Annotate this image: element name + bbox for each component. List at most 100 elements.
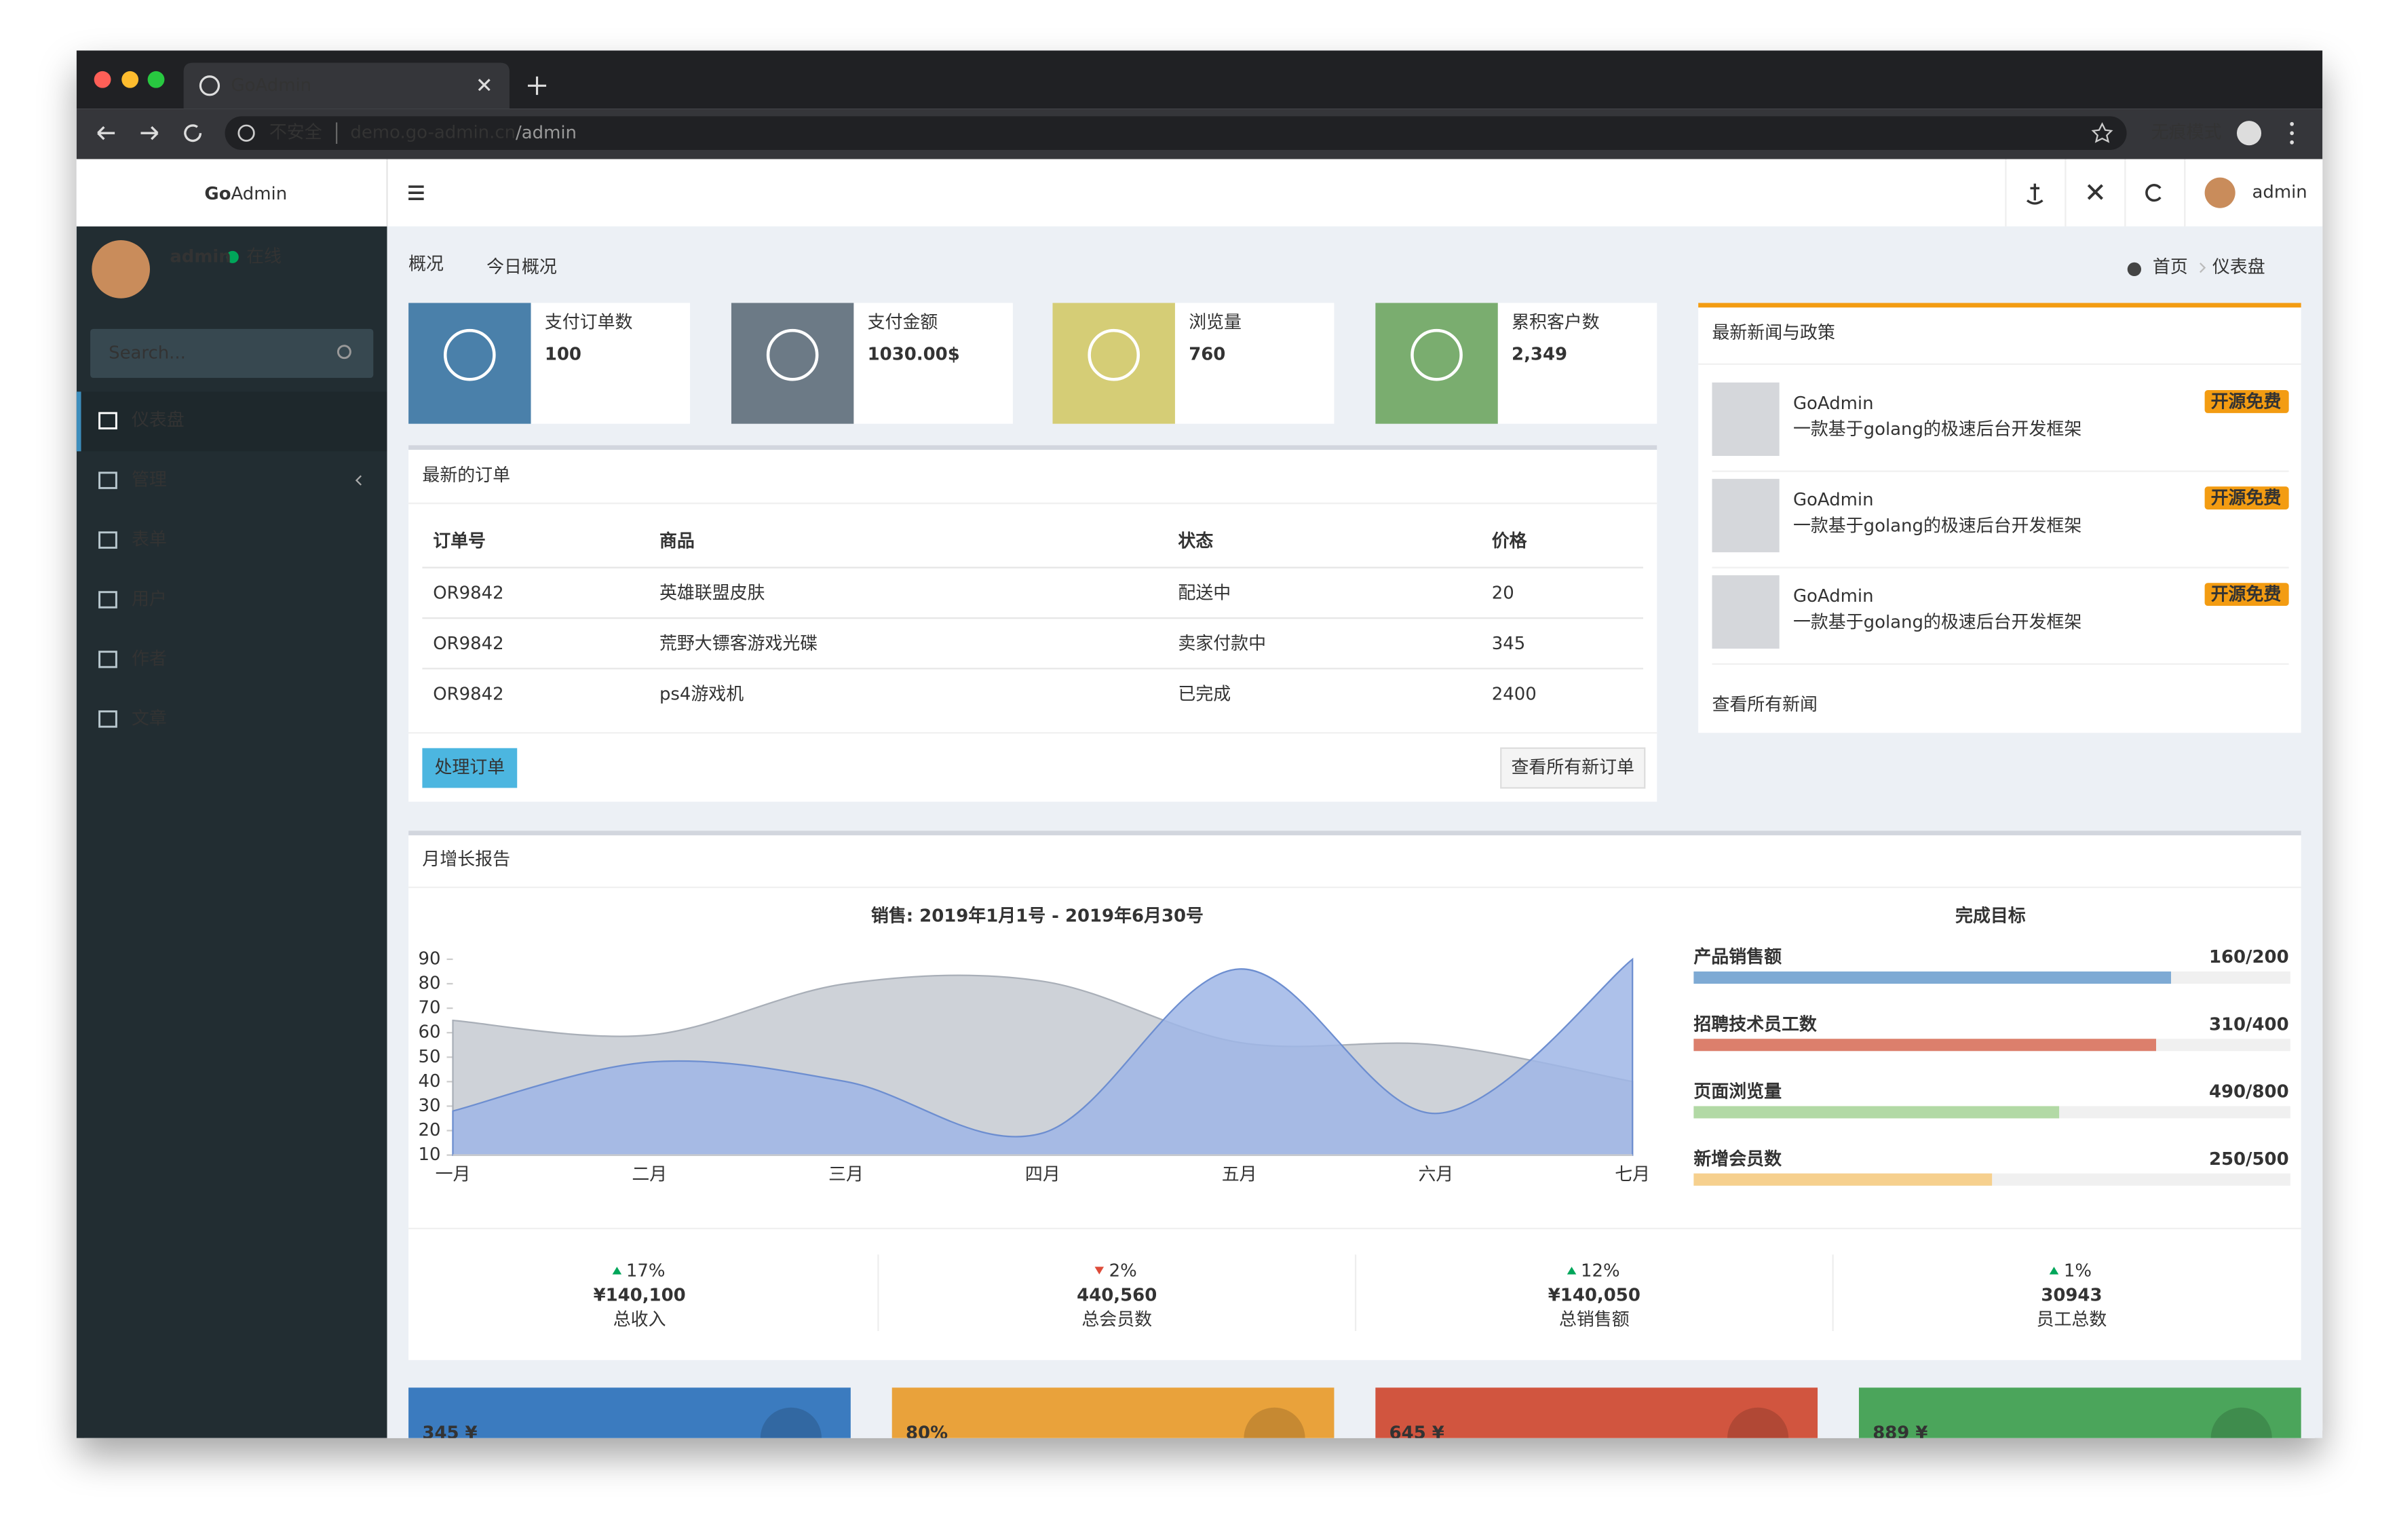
- y-tick-label: 40: [418, 1071, 440, 1092]
- stat-arrow: [612, 1267, 622, 1275]
- news-desc: 一款基于golang的极速后台开发框架: [1793, 419, 2081, 440]
- menu-item[interactable]: 作者: [132, 649, 167, 669]
- table-header: 状态: [1178, 531, 1213, 552]
- box-border: [1698, 303, 2301, 308]
- search-placeholder: Search...: [109, 343, 186, 363]
- header-avatar[interactable]: [2204, 177, 2235, 208]
- news-thumb: [1712, 382, 1780, 457]
- menu-item[interactable]: 表单: [132, 530, 167, 550]
- news-title: GoAdmin: [1793, 393, 1874, 414]
- sidebar-avatar: [92, 240, 150, 299]
- info-label: 支付金额: [868, 312, 938, 332]
- star[interactable]: [2091, 122, 2113, 143]
- table-cell: OR9842: [433, 684, 503, 704]
- small-box-value: 645 ¥: [1389, 1423, 1444, 1444]
- table-cell: 20: [1492, 583, 1514, 603]
- tab-title: GoAdmin: [231, 75, 312, 96]
- y-tick-label: 50: [418, 1047, 440, 1067]
- stat-change: 2%: [1109, 1260, 1137, 1281]
- info-icon-bg: [1052, 303, 1175, 424]
- omnibox[interactable]: [225, 116, 2127, 151]
- close-dot[interactable]: [94, 71, 111, 88]
- min-dot[interactable]: [121, 71, 139, 88]
- box: [1698, 303, 2301, 733]
- tab-controls[interactable]: [478, 76, 547, 95]
- insecure-label: 不安全: [269, 123, 322, 143]
- x-tick-label: 四月: [1025, 1164, 1060, 1185]
- anchor-icon[interactable]: [2026, 183, 2043, 205]
- stat-arrow: [1567, 1267, 1577, 1275]
- info-label: 浏览量: [1189, 312, 1242, 332]
- menu-icon: [98, 531, 117, 549]
- goal-bar: [1693, 1173, 1993, 1186]
- box-title: 月增长报告: [422, 849, 510, 870]
- info-value: 760: [1189, 345, 1225, 365]
- search-box[interactable]: [90, 328, 374, 379]
- menu-item[interactable]: 用户: [132, 590, 167, 610]
- info-icon: [1088, 328, 1140, 381]
- news-thumb: [1712, 478, 1780, 553]
- x-tick-label: 三月: [828, 1164, 864, 1185]
- stat-change: 17%: [626, 1260, 666, 1281]
- badge: [2204, 486, 2289, 509]
- menu-chevron: [355, 475, 362, 486]
- small-box: [891, 1387, 1335, 1438]
- small-box-icon: [2210, 1407, 2272, 1438]
- table-header: 商品: [659, 531, 695, 552]
- stat-change: 12%: [1581, 1260, 1620, 1281]
- box: [408, 445, 1657, 802]
- badge-label: 开源免费: [2211, 488, 2282, 509]
- sidebar-user: admin: [170, 246, 231, 267]
- info-value: 1030.00$: [868, 345, 960, 365]
- news-title: GoAdmin: [1793, 586, 1874, 607]
- tab[interactable]: [183, 62, 510, 109]
- info-icon-bg: [1375, 303, 1498, 424]
- max-dot[interactable]: [147, 71, 165, 88]
- expand-icon[interactable]: [2087, 184, 2103, 200]
- table-cell: 卖家付款中: [1178, 634, 1266, 654]
- nav-buttons[interactable]: [97, 126, 159, 140]
- menu-item[interactable]: 管理: [132, 470, 167, 490]
- menu-icon: [98, 471, 117, 489]
- button[interactable]: [1500, 747, 1646, 789]
- refresh-icon[interactable]: [2145, 184, 2162, 202]
- info-value: 2,349: [1512, 345, 1567, 365]
- stat-label: 总销售额: [1559, 1310, 1630, 1330]
- breadcrumb-separator: [2200, 263, 2206, 273]
- news-more[interactable]: 查看所有新闻: [1712, 695, 1818, 715]
- y-tick-label: 80: [418, 974, 440, 994]
- menu-item[interactable]: 文章: [132, 708, 167, 729]
- reload[interactable]: [184, 124, 202, 142]
- status-dot: [226, 250, 239, 263]
- area: [452, 957, 1634, 1156]
- breadcrumb-icon: [2127, 262, 2142, 277]
- goal-bar: [1693, 971, 2171, 984]
- goal-value: 250/500: [2209, 1149, 2289, 1170]
- goal-label: 新增会员数: [1693, 1149, 1782, 1170]
- sidebar-toggle[interactable]: [408, 185, 424, 200]
- goal-bar: [1693, 1039, 2157, 1052]
- info-icon: [766, 328, 819, 381]
- breadcrumb: 首页: [2153, 257, 2188, 277]
- button-label: 处理订单: [434, 758, 505, 778]
- info-icon: [1410, 328, 1463, 381]
- y-tick-label: 90: [418, 948, 440, 969]
- menu-item[interactable]: 仪表盘: [132, 410, 185, 431]
- x-tick-label: 一月: [436, 1164, 471, 1185]
- info-icon-bg: [731, 303, 854, 424]
- button[interactable]: [422, 748, 518, 788]
- stat-arrow: [1094, 1267, 1105, 1275]
- search-icon[interactable]: [337, 345, 351, 360]
- y-tick-label: 30: [418, 1096, 440, 1116]
- menu-active-bg: [76, 391, 387, 452]
- goal-label: 页面浏览量: [1693, 1082, 1782, 1102]
- table-cell: 已完成: [1178, 684, 1231, 704]
- table-header: 订单号: [433, 531, 486, 552]
- url: demo.go-admin.cn/admin: [350, 123, 577, 143]
- badge-label: 开源免费: [2211, 391, 2282, 412]
- small-box: [1375, 1387, 1818, 1438]
- badge: [2204, 583, 2289, 607]
- goal-label: 产品销售额: [1693, 946, 1782, 967]
